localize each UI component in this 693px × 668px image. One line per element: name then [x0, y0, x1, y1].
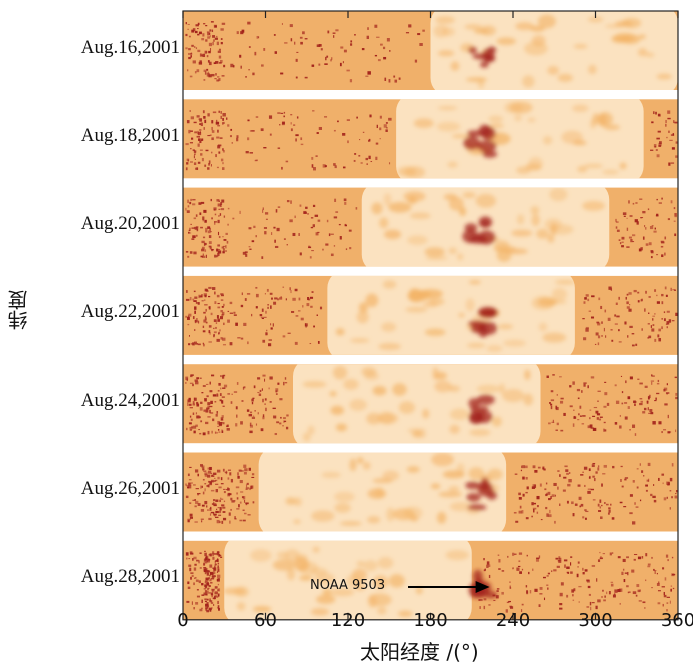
- date-label: Aug.24,2001: [80, 389, 180, 411]
- disk-features: [335, 279, 576, 353]
- disk-region: [327, 275, 575, 355]
- active-speckles: [185, 110, 678, 171]
- date-label: Aug.28,2001: [80, 566, 180, 588]
- disk-features: [285, 452, 503, 526]
- disk-features: [397, 101, 627, 179]
- x-tick-label: 120: [330, 610, 366, 631]
- date-label: Aug.22,2001: [80, 301, 180, 323]
- panels-layer: [183, 11, 678, 620]
- date-label: Aug.26,2001: [80, 478, 180, 499]
- panel-4: [183, 275, 678, 355]
- active-speckles: [185, 550, 676, 613]
- disk-region: [396, 99, 644, 179]
- x-tick-label: 360: [660, 610, 693, 631]
- date-label: Aug.16,2001: [80, 36, 180, 58]
- disk-features: [371, 187, 606, 262]
- active-speckles: [185, 21, 425, 83]
- panel-7: [183, 540, 678, 620]
- y-axis-label: 纬度: [7, 290, 31, 330]
- noaa-annotation-label: NOAA 9503: [310, 578, 386, 593]
- active-speckles: [185, 374, 678, 436]
- x-tick-label: 180: [413, 610, 448, 631]
- active-speckles: [185, 286, 678, 347]
- active-speckles: [185, 197, 677, 259]
- panel-6: [183, 452, 678, 532]
- active-speckles: [185, 462, 678, 525]
- x-tick-label: 300: [578, 610, 613, 631]
- x-tick-label: 60: [254, 610, 277, 631]
- frame-layer: [182, 10, 679, 621]
- panel-1: [183, 11, 678, 90]
- panel-2: [183, 99, 678, 179]
- panel-3: [183, 187, 678, 267]
- disk-features: [223, 546, 498, 618]
- annotation-arrow-head: [475, 581, 490, 593]
- x-tick-label: 0: [177, 610, 189, 631]
- x-tick-label: 240: [495, 610, 531, 631]
- disk-features: [433, 14, 672, 89]
- x-axis-label: 太阳经度 /(°): [360, 640, 479, 664]
- date-label: Aug.18,2001: [80, 124, 180, 146]
- date-label: Aug.20,2001: [80, 213, 180, 235]
- disk-features: [302, 365, 534, 442]
- panel-5: [183, 364, 678, 444]
